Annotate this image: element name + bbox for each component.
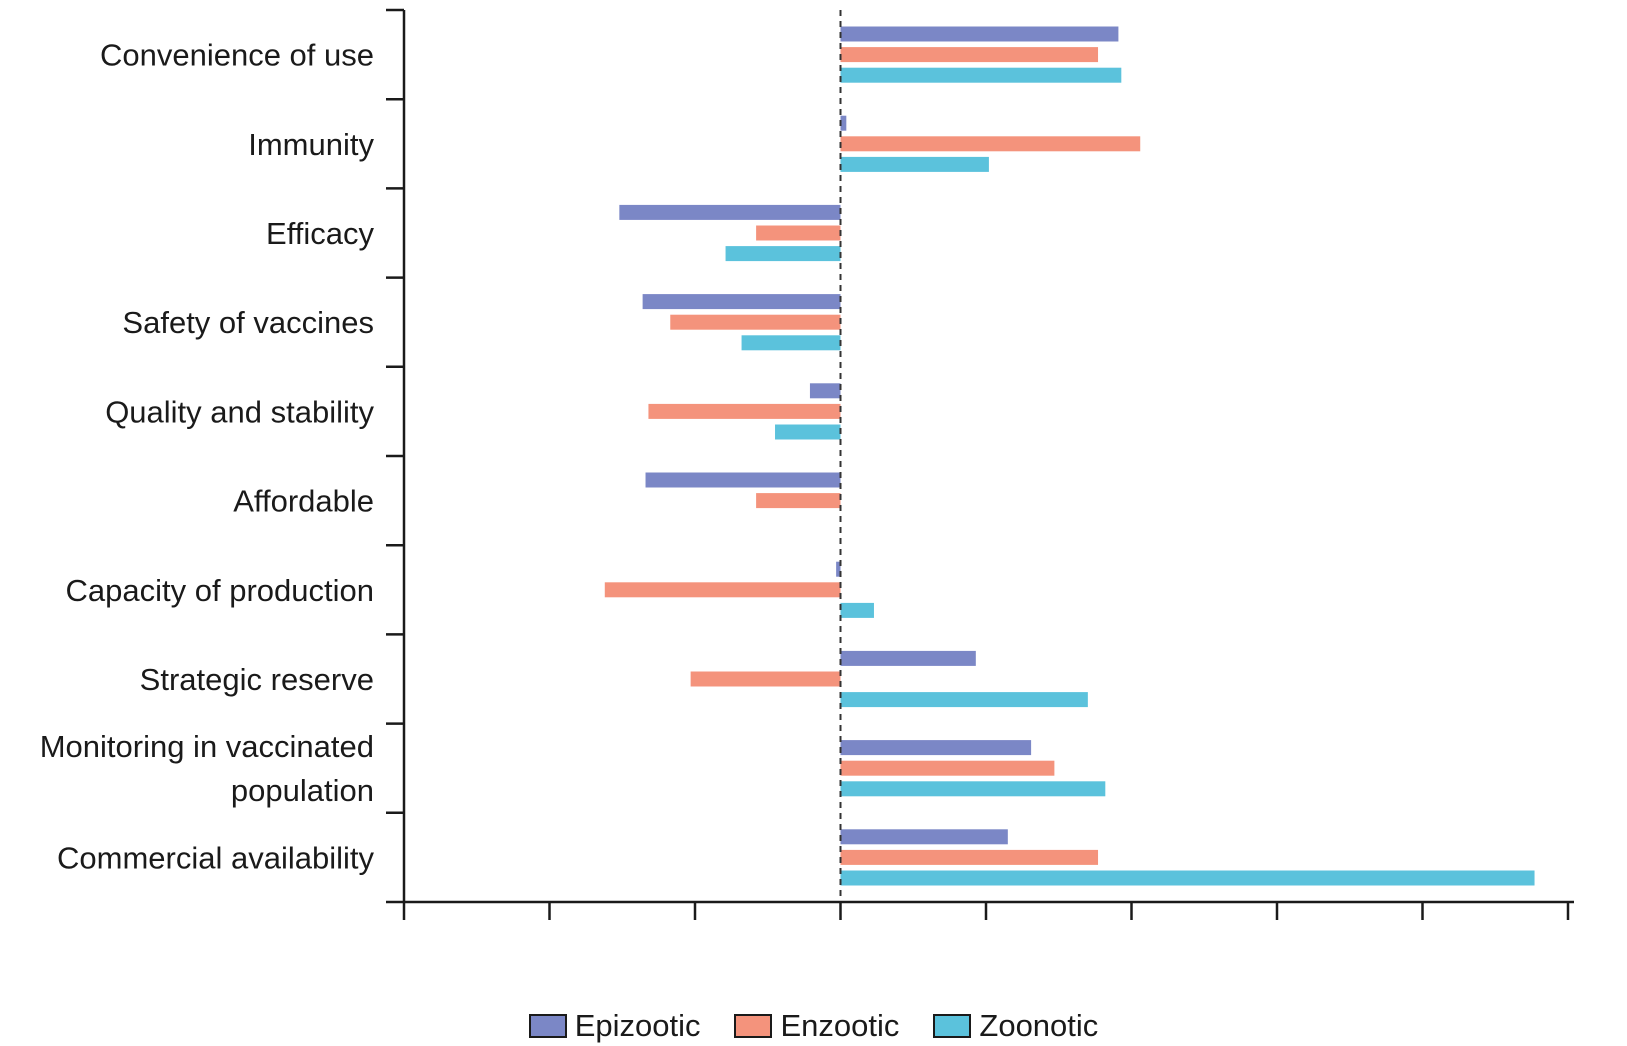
bar-enzootic-monitoring-in-vaccinated-population bbox=[840, 760, 1055, 776]
legend-label-zoonotic: Zoonotic bbox=[979, 1008, 1099, 1043]
bar-zoonotic-safety-of-vaccines bbox=[741, 335, 841, 351]
bar-enzootic-affordable bbox=[756, 493, 841, 509]
bar-enzootic-efficacy bbox=[756, 225, 841, 241]
category-label-capacity-of-production: Capacity of production bbox=[66, 573, 374, 608]
bar-epizootic-strategic-reserve bbox=[840, 650, 976, 666]
category-label-immunity: Immunity bbox=[248, 127, 374, 162]
bar-zoonotic-commercial-availability bbox=[840, 870, 1535, 886]
legend-swatch-zoonotic bbox=[933, 1014, 972, 1038]
category-label-convenience-of-use: Convenience of use bbox=[100, 38, 374, 73]
bar-enzootic-capacity-of-production bbox=[604, 582, 841, 598]
category-label-quality-and-stability: Quality and stability bbox=[105, 394, 374, 429]
category-labels: Convenience of use Immunity Efficacy Safety… bbox=[40, 38, 375, 876]
bar-zoonotic-immunity bbox=[840, 156, 989, 172]
bar-zoonotic-efficacy bbox=[725, 246, 841, 262]
bar-zoonotic-convenience-of-use bbox=[840, 67, 1122, 83]
axes bbox=[386, 8, 1574, 920]
bar-epizootic-capacity-of-production bbox=[836, 561, 841, 577]
category-label-commercial-availability: Commercial availability bbox=[57, 840, 374, 875]
bar-enzootic-quality-and-stability bbox=[648, 403, 841, 419]
bar-epizootic-quality-and-stability bbox=[809, 383, 841, 399]
bar-enzootic-safety-of-vaccines bbox=[670, 314, 841, 330]
category-label-monitoring-in-vaccinated-population: Monitoring in vaccinated population bbox=[40, 729, 374, 808]
bar-zoonotic-capacity-of-production bbox=[840, 602, 874, 618]
legend-label-enzootic: Enzootic bbox=[780, 1008, 900, 1043]
bar-epizootic-efficacy bbox=[619, 204, 841, 220]
legend-item-enzootic: Enzootic bbox=[734, 1008, 899, 1044]
legend: Epizootic Enzootic Zoonotic bbox=[0, 1006, 1627, 1046]
category-label-strategic-reserve: Strategic reserve bbox=[140, 662, 374, 697]
bar-enzootic-convenience-of-use bbox=[840, 47, 1099, 63]
bar-epizootic-commercial-availability bbox=[840, 829, 1008, 845]
bar-zoonotic-quality-and-stability bbox=[775, 424, 841, 440]
bar-zoonotic-strategic-reserve bbox=[840, 692, 1088, 708]
legend-item-zoonotic: Zoonotic bbox=[933, 1008, 1098, 1044]
bar-enzootic-strategic-reserve bbox=[690, 671, 841, 687]
bar-chart: Convenience of use Immunity Efficacy Safety… bbox=[40, 8, 1574, 920]
bar-epizootic-safety-of-vaccines bbox=[642, 294, 841, 310]
bar-epizootic-monitoring-in-vaccinated-population bbox=[840, 740, 1032, 756]
legend-label-epizootic: Epizootic bbox=[574, 1008, 701, 1043]
bar-enzootic-immunity bbox=[840, 136, 1141, 152]
bar-epizootic-convenience-of-use bbox=[840, 26, 1119, 42]
bar-epizootic-affordable bbox=[645, 472, 841, 488]
legend-swatch-enzootic bbox=[734, 1014, 773, 1038]
bar-epizootic-immunity bbox=[840, 115, 847, 131]
category-label-safety-of-vaccines: Safety of vaccines bbox=[122, 305, 374, 340]
category-label-affordable: Affordable bbox=[233, 484, 374, 519]
legend-item-epizootic: Epizootic bbox=[528, 1008, 701, 1044]
category-label-efficacy: Efficacy bbox=[266, 216, 374, 251]
bars bbox=[604, 26, 1535, 886]
bar-zoonotic-monitoring-in-vaccinated-population bbox=[840, 781, 1106, 797]
bar-enzootic-commercial-availability bbox=[840, 849, 1099, 865]
legend-swatch-epizootic bbox=[528, 1014, 567, 1038]
